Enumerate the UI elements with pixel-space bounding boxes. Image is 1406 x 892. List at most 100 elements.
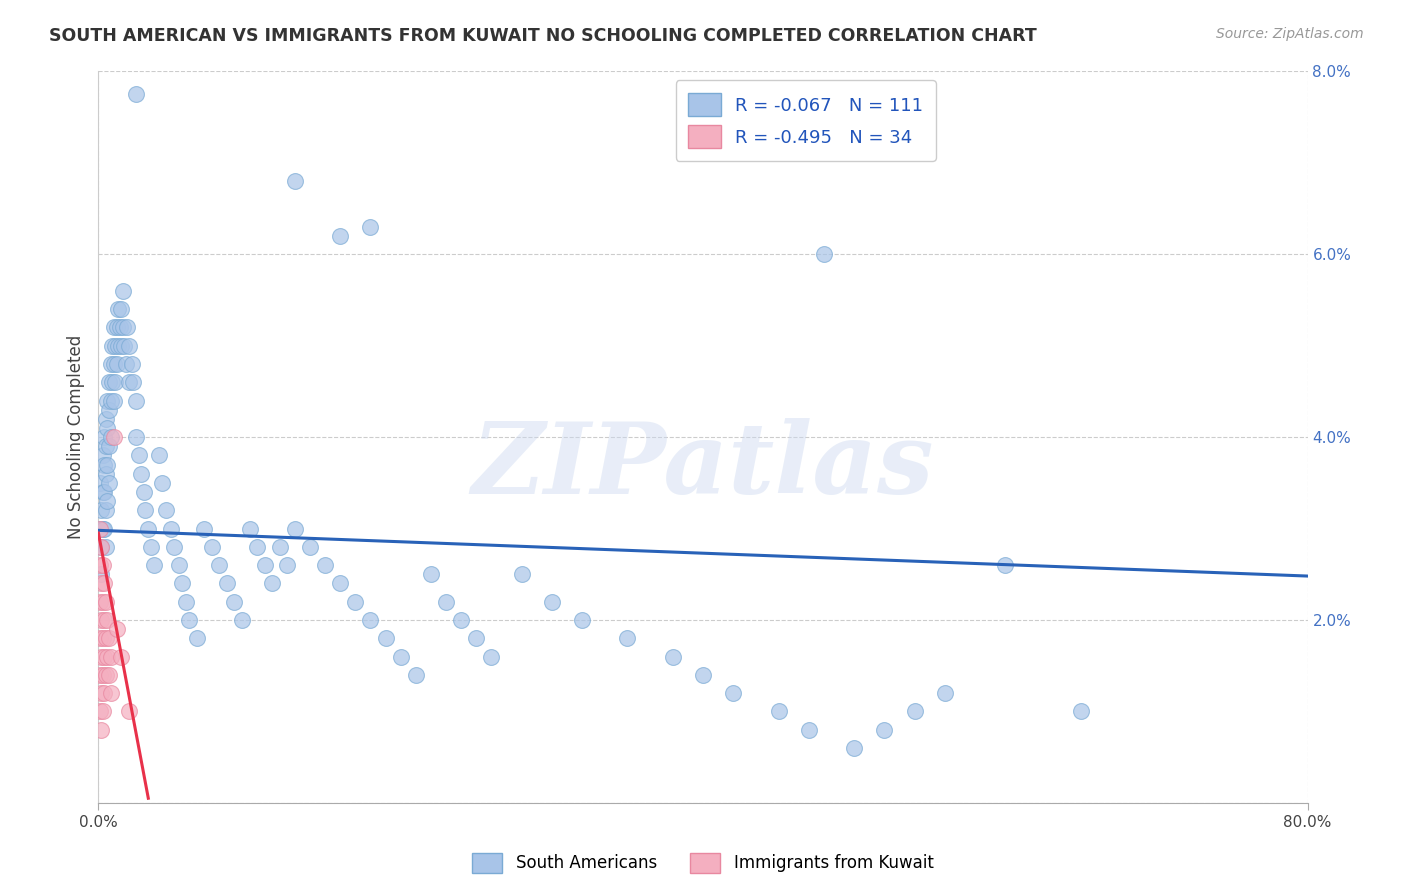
Point (94, 439, 117, 453)
Point (90, 723, 112, 737)
Point (94, 595, 117, 609)
Point (107, 302, 129, 317)
Point (98, 402, 121, 417)
Text: SOUTH AMERICAN VS IMMIGRANTS FROM KUWAIT NO SCHOOLING COMPLETED CORRELATION CHAR: SOUTH AMERICAN VS IMMIGRANTS FROM KUWAIT… (49, 27, 1038, 45)
Point (111, 284, 134, 298)
Point (90, 567, 112, 582)
Point (797, 723, 820, 737)
Point (723, 686, 745, 700)
Point (91, 558, 114, 573)
Point (98, 475, 121, 490)
Point (186, 632, 208, 646)
Point (374, 632, 396, 646)
Point (93, 649, 115, 664)
Point (110, 302, 132, 317)
Point (107, 338, 129, 352)
Point (465, 632, 488, 646)
Point (179, 613, 201, 627)
Point (96, 393, 118, 408)
Point (125, 430, 148, 444)
Point (96, 494, 118, 508)
Point (122, 376, 145, 390)
Point (813, 247, 835, 261)
Legend: R = -0.067   N = 111, R = -0.495   N = 34: R = -0.067 N = 111, R = -0.495 N = 34 (675, 80, 936, 161)
Point (141, 540, 163, 554)
Point (110, 338, 132, 352)
Point (108, 320, 131, 334)
Point (93, 430, 115, 444)
Point (90, 576, 112, 591)
Point (134, 503, 156, 517)
Point (96, 421, 118, 435)
Point (215, 576, 238, 591)
Point (193, 521, 215, 535)
Point (616, 632, 638, 646)
Point (132, 485, 155, 500)
Point (114, 357, 136, 371)
Point (100, 686, 122, 700)
Point (904, 705, 927, 719)
Point (143, 558, 166, 573)
Point (148, 449, 170, 463)
Point (91, 485, 114, 500)
Point (96, 613, 118, 627)
Point (450, 613, 472, 627)
Point (90, 613, 112, 627)
Point (873, 723, 896, 737)
Point (89, 475, 111, 490)
Point (253, 558, 276, 573)
Point (571, 613, 593, 627)
Point (94, 540, 117, 554)
Point (118, 338, 141, 352)
Point (844, 740, 866, 755)
Text: ZIPatlas: ZIPatlas (472, 418, 934, 515)
Text: Source: ZipAtlas.com: Source: ZipAtlas.com (1216, 27, 1364, 41)
Point (101, 376, 124, 390)
Point (434, 595, 457, 609)
Point (994, 558, 1017, 573)
Point (208, 558, 231, 573)
Point (89, 558, 111, 573)
Point (91, 705, 114, 719)
Point (344, 595, 367, 609)
Point (125, 87, 148, 102)
Point (121, 357, 143, 371)
Point (93, 613, 115, 627)
Point (105, 622, 128, 636)
Point (167, 558, 190, 573)
Point (94, 412, 117, 426)
Point (94, 467, 117, 481)
Point (90, 649, 112, 664)
Point (224, 595, 246, 609)
Point (269, 540, 291, 554)
Point (98, 439, 121, 453)
Point (104, 376, 127, 390)
Point (262, 576, 284, 591)
Point (314, 558, 336, 573)
Point (91, 632, 114, 646)
Point (91, 449, 114, 463)
Point (299, 540, 322, 554)
Point (389, 649, 412, 664)
Point (768, 705, 790, 719)
Point (128, 449, 150, 463)
Point (103, 393, 125, 408)
Point (93, 686, 115, 700)
Point (91, 521, 114, 535)
Legend: South Americans, Immigrants from Kuwait: South Americans, Immigrants from Kuwait (465, 847, 941, 880)
Point (112, 338, 135, 352)
Point (129, 467, 152, 481)
Point (100, 393, 122, 408)
Point (163, 540, 186, 554)
Point (98, 632, 121, 646)
Point (360, 219, 382, 234)
Point (93, 576, 115, 591)
Point (661, 649, 683, 664)
Point (150, 475, 173, 490)
Point (90, 686, 112, 700)
Point (105, 357, 128, 371)
Point (94, 503, 117, 517)
Point (93, 485, 115, 500)
Point (692, 667, 714, 681)
Point (111, 320, 134, 334)
